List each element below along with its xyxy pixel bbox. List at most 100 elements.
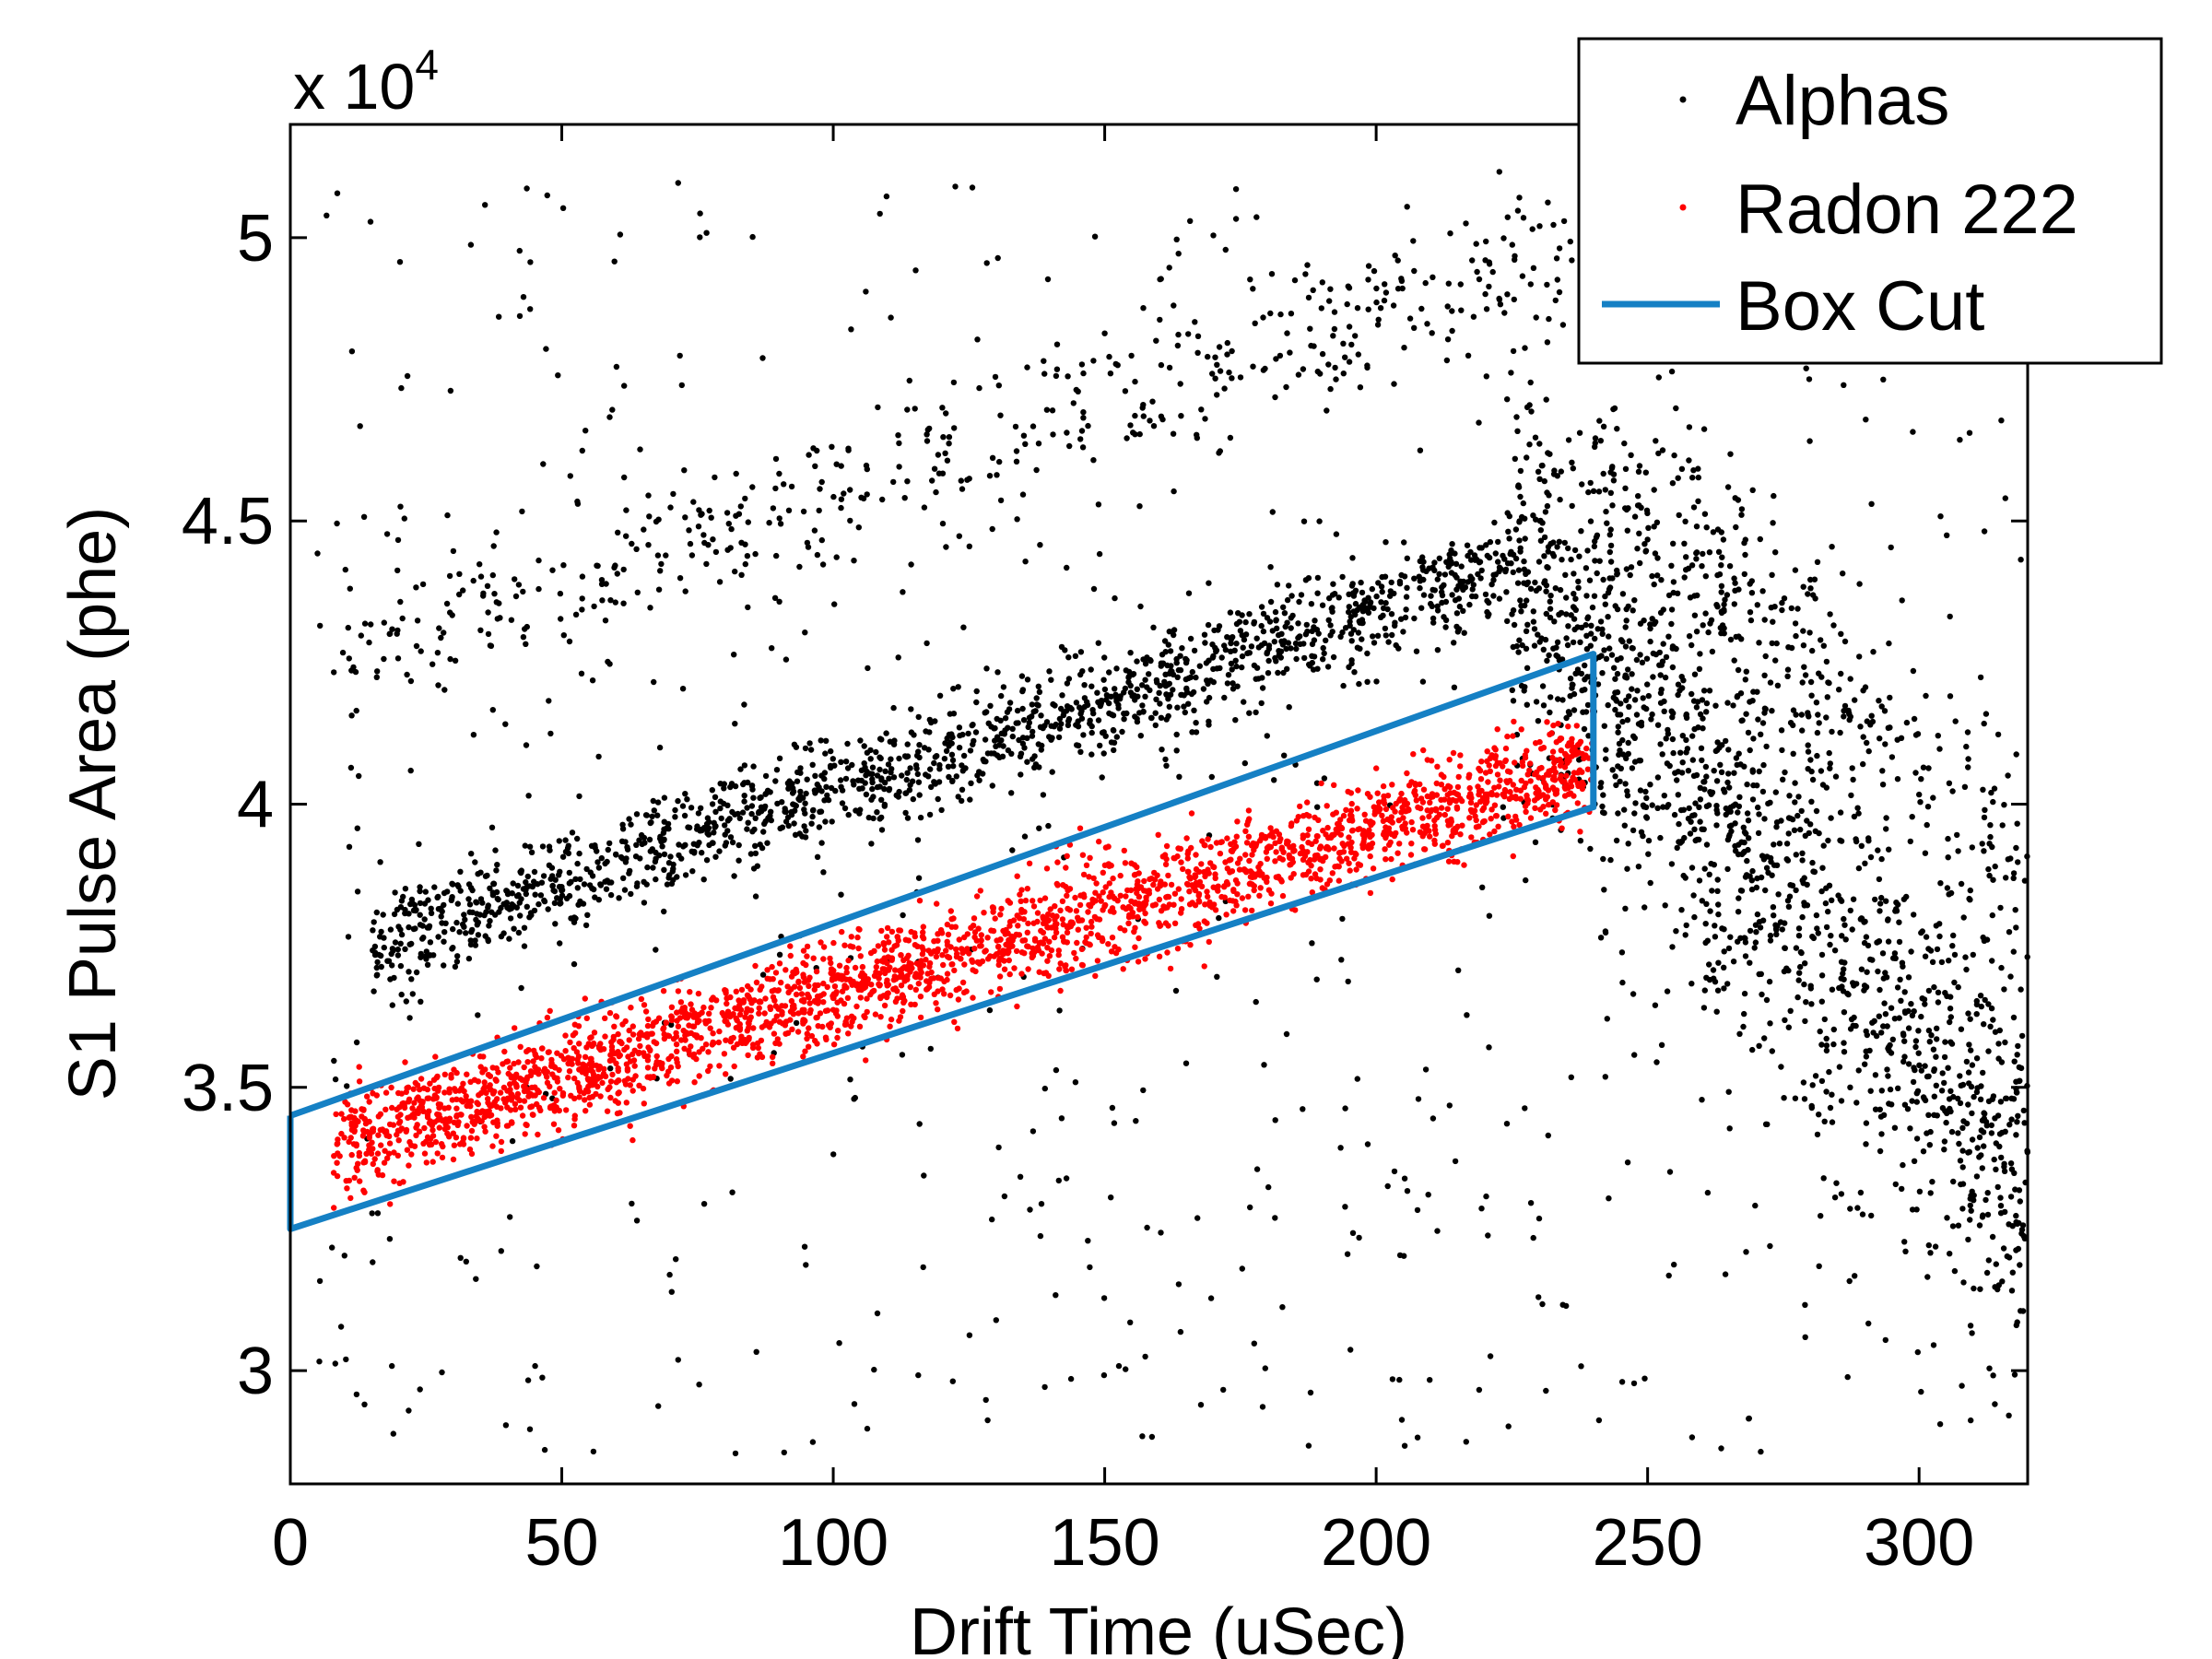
alphas-point	[390, 947, 396, 954]
alphas-point	[1019, 688, 1026, 695]
alphas-point	[1206, 718, 1212, 724]
alphas-point	[1804, 818, 1810, 824]
radon-point	[382, 1089, 390, 1096]
alphas-point	[1855, 1067, 1862, 1074]
alphas-point	[1970, 951, 1976, 959]
alphas-point	[441, 901, 447, 909]
alphas-point	[1762, 653, 1769, 660]
alphas-point	[890, 478, 897, 486]
alphas-point	[928, 783, 935, 791]
alphas-point	[802, 629, 808, 636]
alphas-point	[1123, 1366, 1129, 1372]
alphas-point	[2013, 1218, 2019, 1226]
alphas-point	[1380, 605, 1387, 612]
alphas-point	[1365, 263, 1372, 269]
alphas-point	[1719, 925, 1725, 932]
alphas-point	[1352, 600, 1359, 607]
alphas-point	[1935, 733, 1941, 739]
alphas-point	[494, 862, 500, 868]
alphas-point	[1181, 703, 1187, 710]
radon-point	[1142, 956, 1148, 962]
alphas-point	[465, 955, 473, 962]
alphas-point	[1967, 1217, 1973, 1223]
alphas-point	[1422, 279, 1429, 287]
alphas-point	[522, 626, 528, 632]
alphas-point	[1202, 640, 1208, 646]
alphas-point	[576, 793, 582, 800]
alphas-point	[456, 591, 463, 598]
alphas-point	[1701, 865, 1708, 872]
alphas-point	[572, 611, 580, 618]
alphas-point	[1027, 1206, 1033, 1213]
alphas-point	[1849, 765, 1855, 771]
alphas-point	[652, 858, 659, 865]
alphas-point	[1876, 876, 1883, 883]
alphas-point	[1565, 709, 1572, 715]
radon-point	[1379, 812, 1385, 819]
alphas-point	[729, 1189, 735, 1195]
alphas-point	[1806, 830, 1813, 837]
alphas-point	[1878, 894, 1885, 901]
alphas-point	[1439, 589, 1445, 595]
alphas-point	[1788, 605, 1795, 612]
alphas-point	[1661, 708, 1667, 714]
alphas-point	[470, 732, 477, 738]
alphas-point	[1992, 1029, 1999, 1035]
alphas-point	[1784, 673, 1791, 679]
alphas-point	[833, 554, 840, 560]
alphas-point	[1655, 450, 1662, 457]
alphas-point	[507, 1214, 513, 1220]
alphas-point	[343, 1356, 349, 1363]
alphas-point	[1857, 724, 1864, 730]
alphas-point	[1927, 1250, 1934, 1256]
alphas-point	[1771, 604, 1778, 610]
alphas-point	[821, 797, 828, 804]
alphas-point	[1228, 648, 1234, 654]
alphas-point	[1041, 723, 1048, 729]
alphas-point	[1171, 302, 1177, 309]
alphas-point	[1516, 518, 1523, 524]
alphas-point	[1606, 1195, 1612, 1202]
alphas-point	[1029, 701, 1036, 708]
alphas-point	[1818, 998, 1826, 1005]
alphas-point	[1685, 768, 1692, 774]
alphas-point	[904, 741, 911, 747]
alphas-point	[2014, 1119, 2020, 1125]
alphas-point	[1947, 994, 1954, 1000]
alphas-point	[935, 779, 943, 785]
alphas-point	[1792, 799, 1798, 806]
alphas-point	[1038, 1201, 1045, 1207]
alphas-point	[1147, 714, 1155, 722]
alphas-point	[444, 888, 451, 895]
alphas-point	[1686, 805, 1692, 812]
alphas-point	[647, 605, 653, 611]
alphas-point	[1718, 582, 1725, 589]
radon-point	[453, 1135, 460, 1141]
alphas-point	[1592, 440, 1599, 446]
alphas-point	[1674, 844, 1680, 852]
alphas-point	[1077, 436, 1084, 442]
radon-point	[535, 1131, 541, 1138]
alphas-point	[1688, 1434, 1696, 1441]
alphas-point	[1753, 929, 1759, 935]
alphas-point	[896, 788, 902, 795]
alphas-point	[1779, 606, 1785, 614]
alphas-point	[1837, 729, 1843, 736]
alphas-point	[1442, 624, 1449, 630]
alphas-point	[1962, 954, 1969, 960]
alphas-point	[1947, 1108, 1954, 1115]
alphas-point	[1910, 429, 1916, 435]
alphas-point	[809, 813, 816, 820]
alphas-point	[1503, 589, 1510, 595]
alphas-point	[1808, 1001, 1815, 1007]
alphas-point	[1342, 625, 1349, 631]
alphas-point	[1800, 628, 1806, 634]
alphas-point	[1955, 1095, 1961, 1102]
alphas-point	[416, 841, 422, 847]
alphas-point	[1793, 712, 1799, 718]
alphas-point	[1666, 762, 1673, 770]
alphas-point	[512, 576, 518, 582]
alphas-point	[475, 919, 482, 926]
alphas-point	[1841, 922, 1848, 928]
radon-point	[1039, 950, 1045, 957]
